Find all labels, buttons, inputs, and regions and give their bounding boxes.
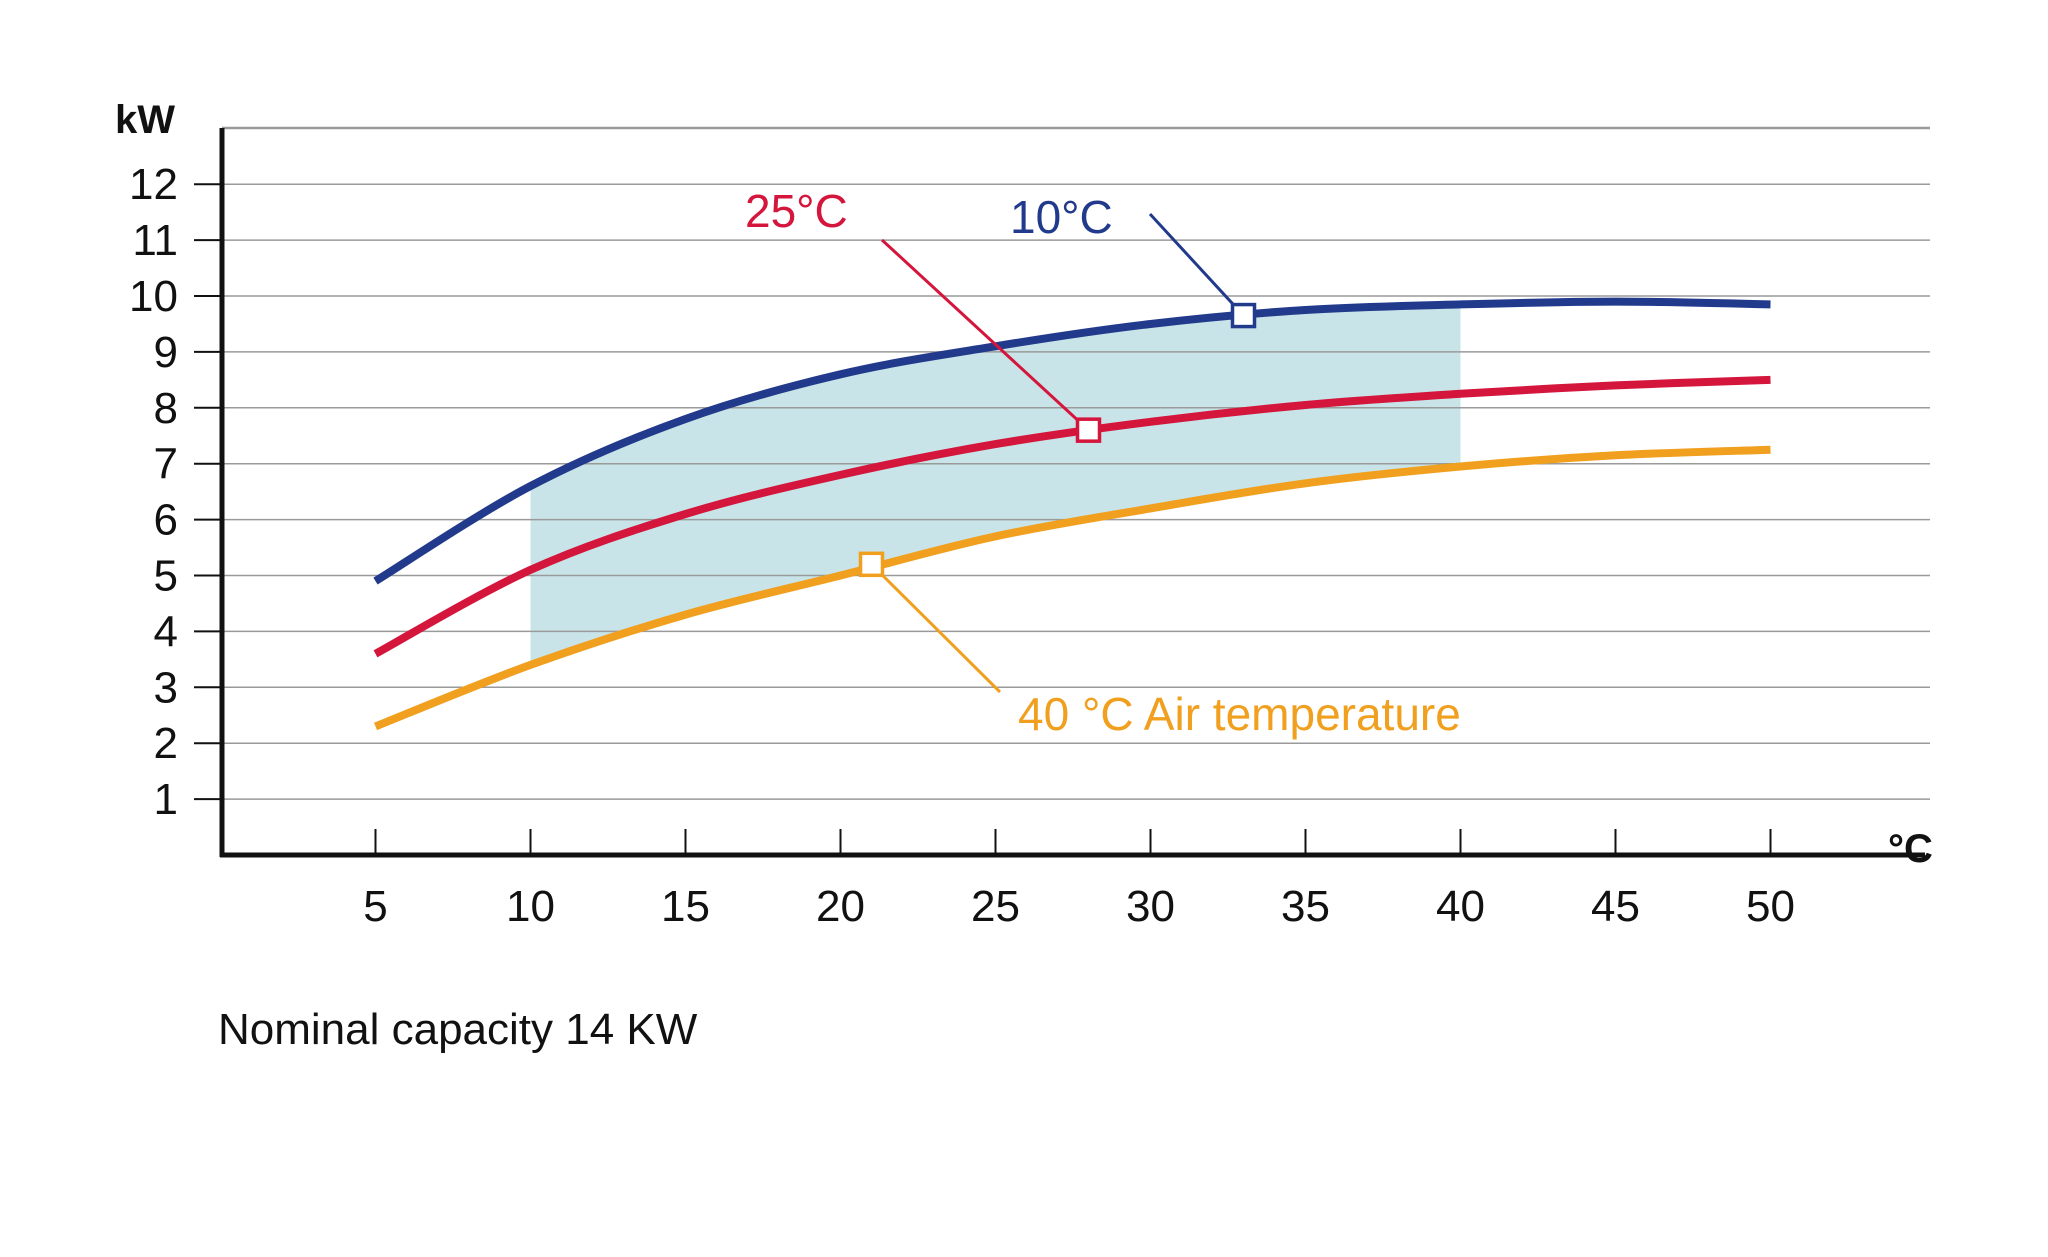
- x-tick-label-15: 15: [661, 882, 710, 931]
- x-tick-label-30: 30: [1126, 882, 1175, 931]
- y-tick-label-7: 7: [154, 440, 178, 489]
- y-tick-label-3: 3: [154, 663, 178, 712]
- callouts-layer: 10°C 25°C 40 °C Air temperature: [745, 185, 1461, 740]
- series-label-0: 10°C: [1010, 191, 1113, 243]
- y-tick-label-11: 11: [132, 216, 178, 265]
- y-tick-label-5: 5: [154, 552, 178, 601]
- series-leader-line-0: [1148, 212, 1245, 317]
- x-tick-label-50: 50: [1746, 882, 1795, 931]
- y-axis-unit-label: kW: [115, 98, 175, 142]
- y-tick-label-12: 12: [129, 160, 178, 209]
- series-marker-2: [858, 551, 885, 578]
- y-tick-label-4: 4: [154, 607, 178, 656]
- chart-caption: Nominal capacity 14 KW: [218, 1005, 698, 1054]
- series-label-2: 40 °C Air temperature: [1018, 688, 1461, 740]
- series-line-2: [374, 445, 1771, 731]
- series-line-0: [373, 297, 1771, 585]
- series-line-1: [373, 375, 1771, 658]
- grid-layer: [222, 126, 1930, 800]
- axes-layer: [219, 128, 1925, 858]
- x-tick-label-25: 25: [971, 882, 1020, 931]
- y-tick-label-8: 8: [154, 384, 178, 433]
- series-marker-1: [1075, 417, 1102, 443]
- y-tick-label-2: 2: [154, 719, 178, 768]
- series-leader-line-2: [870, 563, 1002, 694]
- y-tick-label-9: 9: [154, 328, 178, 377]
- y-tick-label-10: 10: [129, 272, 178, 321]
- series-marker-0: [1230, 302, 1257, 329]
- series-leader-line-1: [880, 238, 1090, 432]
- x-axis-unit-label: °C: [1888, 827, 1933, 871]
- x-tick-label-35: 35: [1281, 882, 1330, 931]
- x-tick-label-10: 10: [506, 882, 555, 931]
- series-layer: [373, 297, 1771, 731]
- y-tick-label-6: 6: [154, 496, 178, 545]
- x-tick-label-20: 20: [816, 882, 865, 931]
- x-tick-label-5: 5: [363, 882, 387, 931]
- x-tick-label-40: 40: [1436, 882, 1485, 931]
- y-tick-label-1: 1: [154, 775, 178, 824]
- x-tick-label-45: 45: [1591, 882, 1640, 931]
- series-label-1: 25°C: [745, 185, 848, 237]
